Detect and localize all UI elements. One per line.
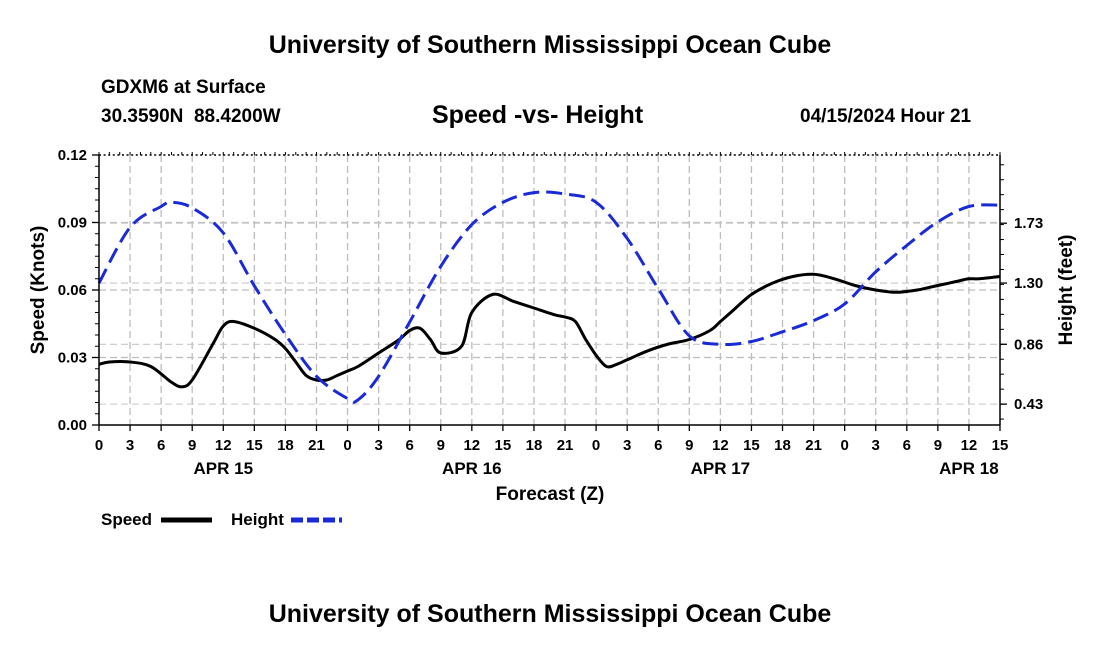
x-tick-label: 6 [406, 437, 414, 454]
x-tick-label: 15 [743, 437, 760, 454]
y-tick-label: 0.12 [58, 147, 87, 164]
latitude: 30.3590N [101, 106, 184, 127]
x-tick-label: 9 [934, 437, 942, 454]
x-tick-label: 3 [872, 437, 880, 454]
x-tick-label: 15 [246, 437, 263, 454]
x-tick-label: 3 [623, 437, 631, 454]
x-tick-label: 21 [308, 437, 325, 454]
footer-title: University of Southern Mississippi Ocean… [268, 600, 832, 628]
y2-tick-label: 1.30 [1014, 275, 1043, 292]
x-tick-label: 12 [961, 437, 978, 454]
x-tick-label: 21 [557, 437, 574, 454]
y2-tick-label: 0.86 [1014, 336, 1043, 353]
date-label: APR 15 [194, 459, 254, 478]
x-tick-label: 0 [343, 437, 351, 454]
x-tick-label: 12 [463, 437, 480, 454]
tick-layer: 0 3 6 9 12 15 18 21 0 3 6 9 12 15 18 21 0 3 6 9 12 15 18 21 0 3 6 9… [58, 147, 1043, 478]
x-tick-label: 6 [654, 437, 662, 454]
legend-label-speed: Speed [101, 510, 152, 529]
x-tick-label: 18 [774, 437, 791, 454]
x-tick-label: 9 [437, 437, 445, 454]
y-tick-label: 0.03 [58, 350, 87, 367]
page-title: University of Southern Mississippi Ocean… [268, 31, 832, 59]
x-tick-label: 6 [903, 437, 911, 454]
x-tick-label: 0 [840, 437, 848, 454]
x-tick-label: 0 [592, 437, 600, 454]
station-label: GDXM6 at Surface [101, 77, 266, 98]
x-tick-label: 21 [805, 437, 822, 454]
y-axis-label: Speed (Knots) [28, 226, 49, 355]
x-tick-label: 18 [526, 437, 543, 454]
x-axis-label: Forecast (Z) [496, 484, 605, 505]
legend-label-height: Height [231, 510, 284, 529]
x-tick-label: 3 [374, 437, 382, 454]
grid [99, 155, 1000, 425]
x-tick-label: 12 [215, 437, 232, 454]
x-tick-label: 9 [685, 437, 693, 454]
date-label: APR 16 [442, 459, 502, 478]
y2-axis-label: Height (feet) [1056, 235, 1077, 346]
legend: Speed Height [101, 510, 342, 529]
series-line-speed [98, 272, 1001, 389]
y-tick-label: 0.06 [58, 282, 87, 299]
x-tick-label: 15 [495, 437, 512, 454]
series-layer [97, 190, 1001, 404]
series-line-height [97, 190, 1001, 404]
x-tick-label: 18 [277, 437, 294, 454]
coordinates: 30.3590N 88.4200W [101, 106, 281, 128]
longitude: 88.4200W [193, 106, 281, 127]
y2-tick-label: 0.43 [1014, 396, 1043, 413]
x-tick-label: 12 [712, 437, 729, 454]
x-tick-label: 6 [157, 437, 165, 454]
x-tick-label: 9 [188, 437, 196, 454]
date-label: APR 17 [691, 459, 751, 478]
forecast-datetime: 04/15/2024 Hour 21 [800, 106, 972, 127]
chart-title: Speed -vs- Height [432, 101, 644, 129]
y-tick-label: 0.00 [58, 417, 87, 434]
x-tick-label: 0 [95, 437, 103, 454]
y2-tick-label: 1.73 [1014, 215, 1043, 232]
x-tick-label: 15 [992, 437, 1009, 454]
date-label: APR 18 [939, 459, 999, 478]
y-tick-label: 0.09 [58, 215, 87, 232]
x-tick-label: 3 [126, 437, 134, 454]
